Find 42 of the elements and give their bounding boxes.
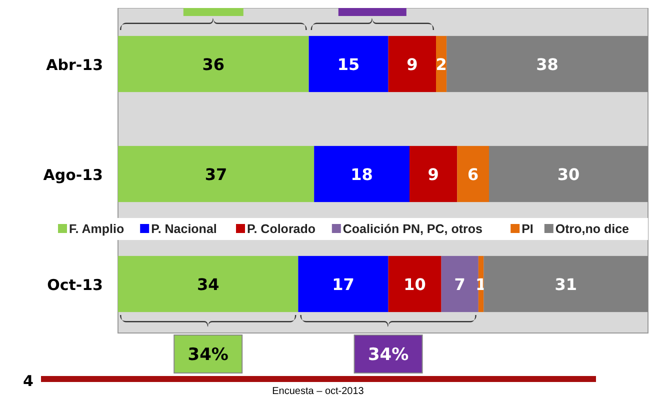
- text: Encuesta – oct-2013: [272, 386, 364, 397]
- y-tick-label: Oct-13: [47, 276, 103, 294]
- y-tick-label: Ago-13: [43, 166, 103, 184]
- data-label: 6: [468, 165, 479, 184]
- text: 34%: [368, 345, 409, 365]
- legend-label: PI: [522, 222, 534, 236]
- legend-label: P. Nacional: [151, 222, 217, 236]
- data-label: 10: [404, 275, 426, 294]
- y-tick-label: Abr-13: [46, 56, 103, 74]
- data-label: 2: [436, 55, 447, 74]
- bar: [118, 36, 309, 92]
- bar: [118, 146, 314, 202]
- data-label: 17: [332, 275, 354, 294]
- bar: [298, 256, 388, 312]
- bar: [441, 256, 478, 312]
- data-label: 9: [428, 165, 439, 184]
- data-label: 34: [196, 275, 220, 294]
- data-label: 30: [557, 165, 580, 184]
- bar: [314, 146, 410, 202]
- legend-label: Coalición PN, PC, otros: [342, 222, 483, 236]
- legend-label: F. Amplio: [69, 222, 124, 236]
- data-label: 31: [554, 275, 577, 294]
- bar: [484, 256, 648, 312]
- text: 4: [23, 372, 34, 390]
- bar: [388, 36, 436, 92]
- data-label: 15: [337, 55, 360, 74]
- data-label: 9: [406, 55, 418, 74]
- text: 34%: [188, 345, 228, 365]
- legend-label: P. Colorado: [247, 222, 316, 236]
- bar: [308, 36, 388, 92]
- bar: [489, 146, 648, 202]
- data-label: 18: [350, 165, 373, 184]
- data-label: 36: [202, 55, 225, 74]
- bar: [457, 146, 489, 202]
- data-label: 38: [536, 55, 558, 74]
- bar: [410, 146, 458, 202]
- bar: [446, 36, 648, 92]
- bar: [118, 256, 298, 312]
- legend-label: Otro,no dice: [555, 222, 630, 236]
- data-label: 37: [204, 165, 228, 184]
- bar: [388, 256, 442, 312]
- data-label: 7: [454, 275, 466, 294]
